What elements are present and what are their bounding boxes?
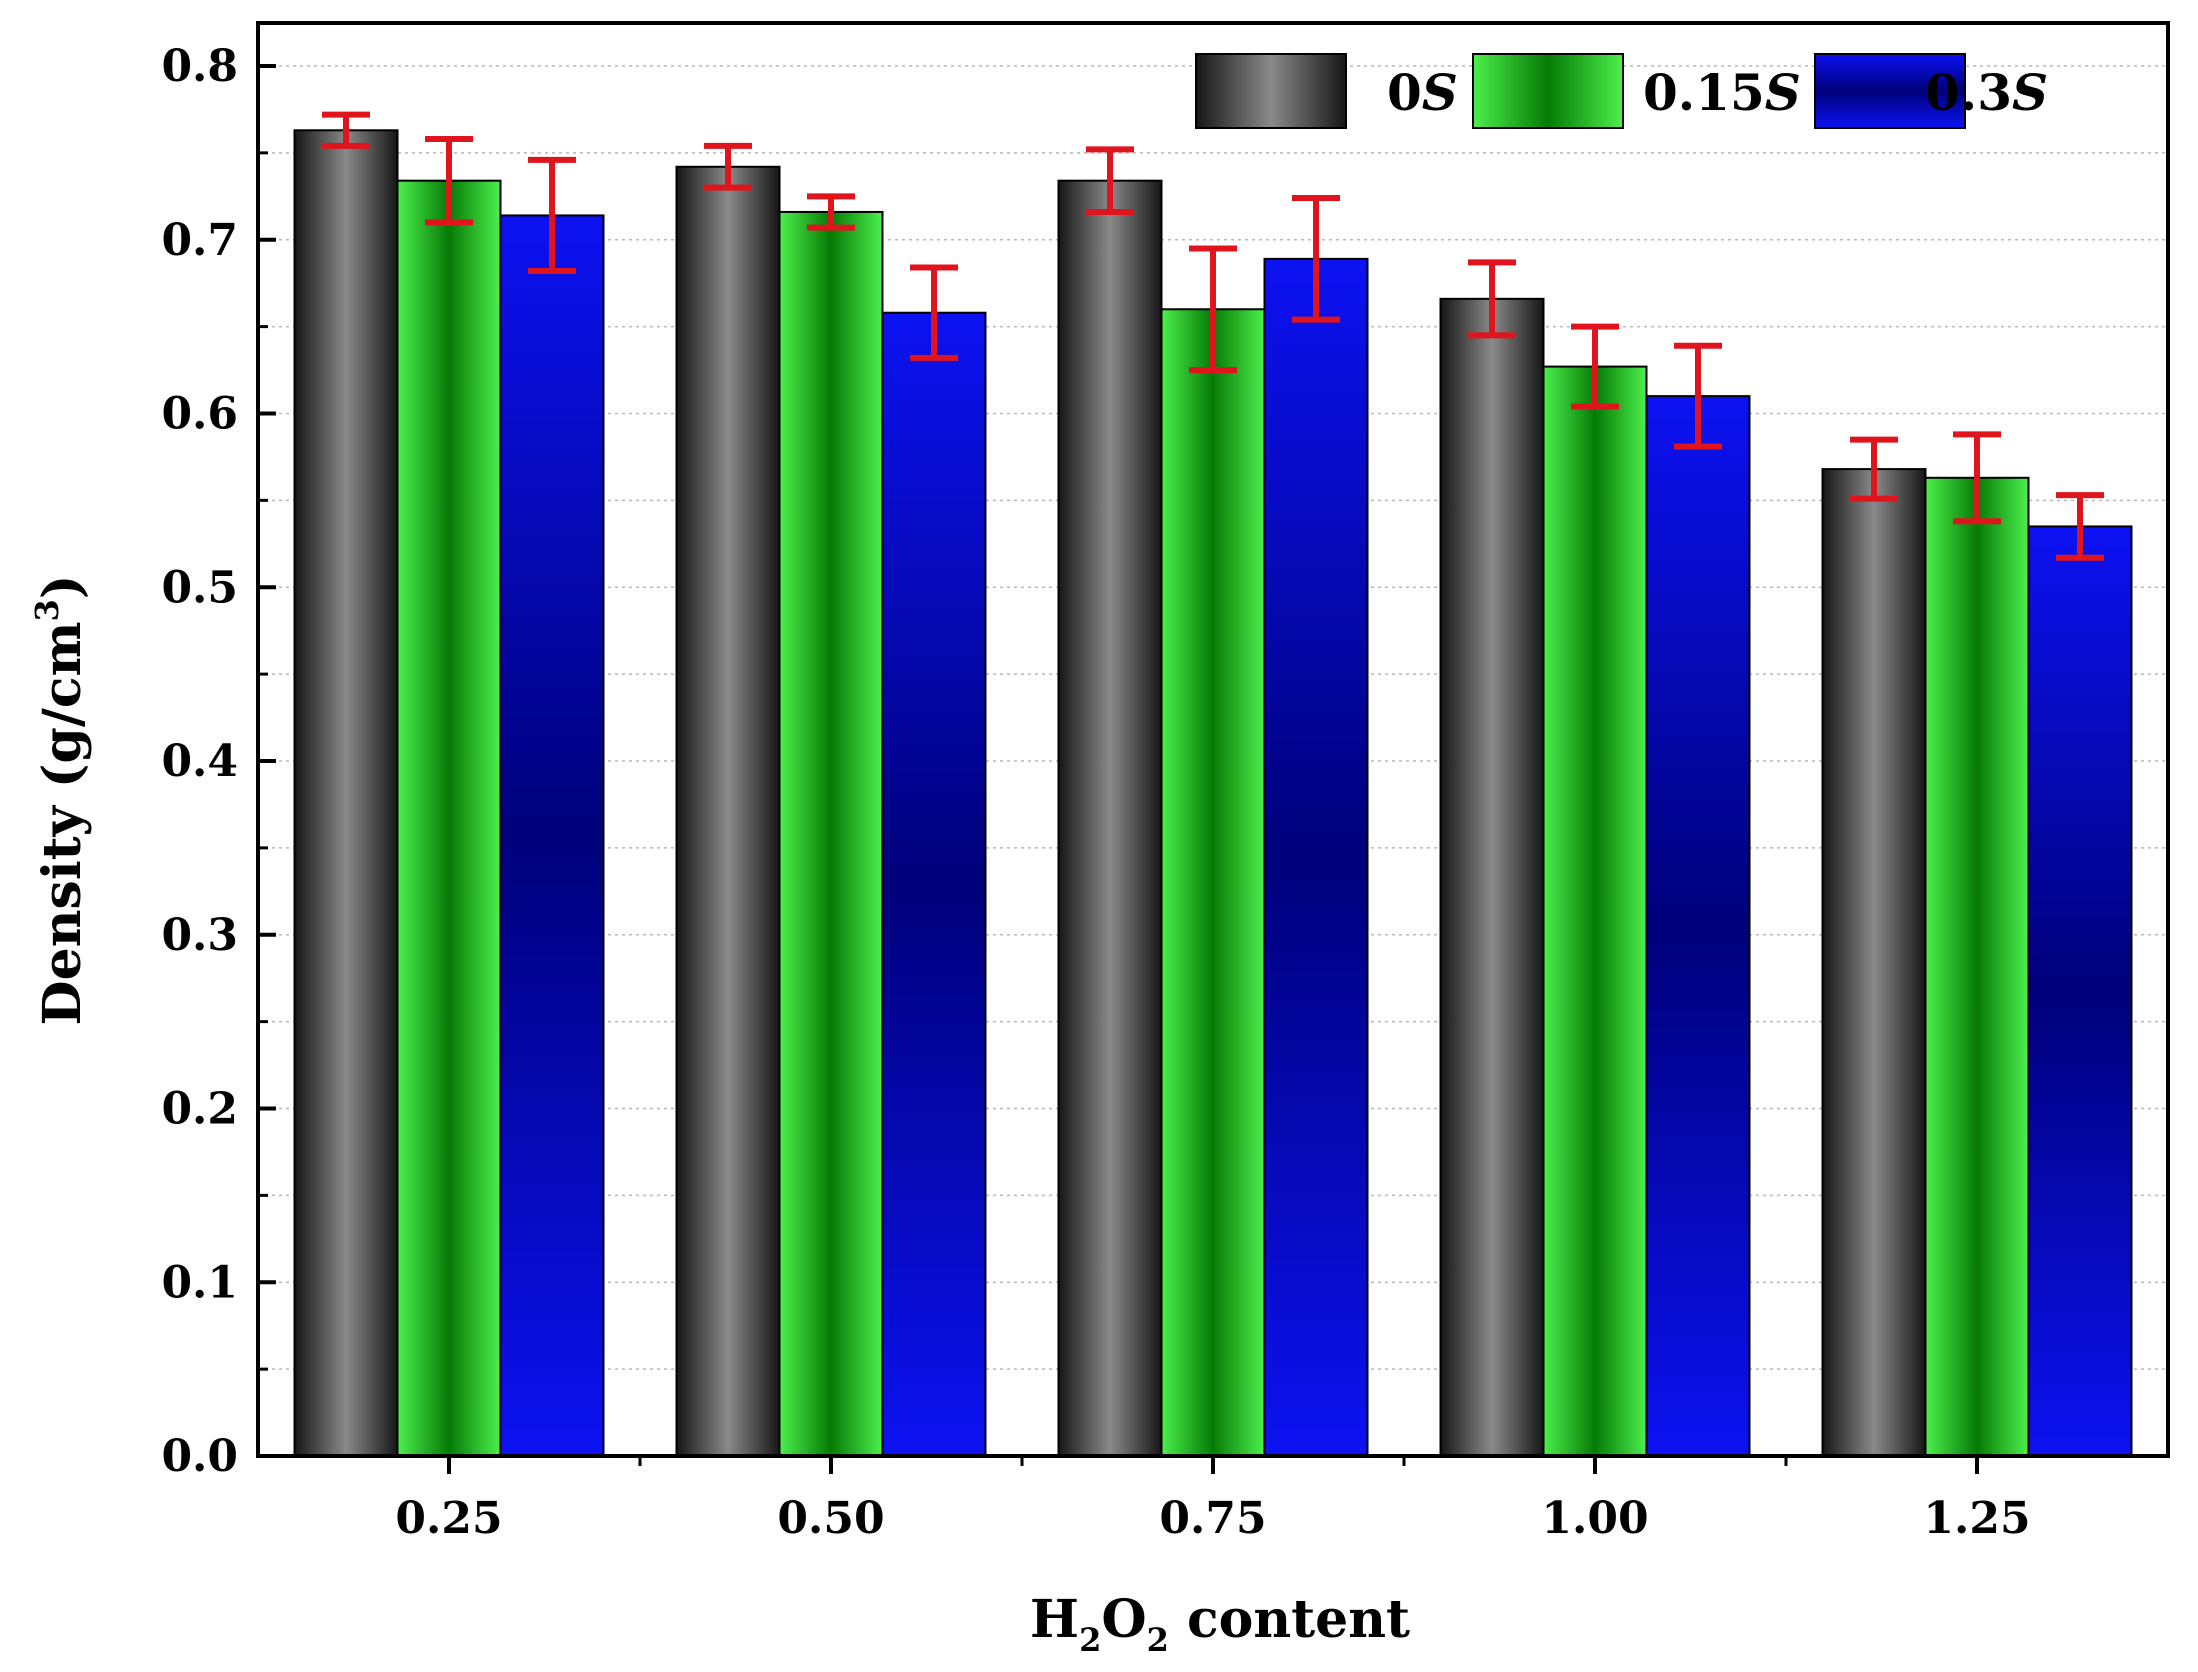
bar-0.3S-0.75 — [1263, 257, 1369, 1457]
legend-swatch-0.15S — [1472, 53, 1624, 129]
x-axis-title: H2O2 content — [1030, 1589, 1410, 1659]
bar-0S-1.00 — [1439, 297, 1545, 1458]
bar-0.15S-0.50 — [778, 210, 884, 1458]
y-axis-title: Density (g/cm3) — [28, 575, 93, 1026]
y-tick-label: 0.6 — [161, 389, 238, 440]
bar-0.15S-1.00 — [1542, 365, 1648, 1457]
x-tick-label: 1.00 — [1541, 1493, 1648, 1544]
x-tick-label: 0.75 — [1159, 1493, 1266, 1544]
legend-label-0.3S: 0.3S — [1925, 63, 2048, 122]
y-tick-label: 0.7 — [161, 215, 238, 266]
x-tick-label: 1.25 — [1923, 1493, 2030, 1544]
bar-0.15S-0.25 — [396, 179, 502, 1457]
bar-0S-0.25 — [293, 129, 399, 1458]
bar-0.15S-1.25 — [1924, 476, 2030, 1458]
y-tick-label: 0.0 — [161, 1431, 238, 1482]
y-tick-label: 0.5 — [161, 562, 238, 613]
x-tick-label: 0.25 — [395, 1493, 502, 1544]
y-tick-label: 0.3 — [161, 910, 238, 961]
y-tick-label: 0.2 — [161, 1084, 238, 1135]
bar-0.3S-1.25 — [2027, 525, 2133, 1457]
y-tick-label: 0.8 — [161, 41, 238, 92]
ticks: 0.0 0.1 0.2 0.3 0.4 0.5 0.6 0.7 0.8 0.25 0.50 0.75 1… — [161, 41, 2030, 1544]
bar-0S-1.25 — [1821, 468, 1927, 1458]
bar-0.3S-1.00 — [1645, 395, 1751, 1457]
bar-0S-0.50 — [675, 165, 781, 1457]
legend-swatch-0S — [1195, 53, 1347, 129]
bar-0.15S-0.75 — [1160, 308, 1266, 1457]
bar-0S-0.75 — [1057, 179, 1163, 1457]
x-tick-label: 0.50 — [777, 1493, 884, 1544]
legend-label-0.15S: 0.15S — [1643, 63, 1801, 122]
bar-0.3S-0.50 — [881, 311, 987, 1458]
y-tick-label: 0.1 — [161, 1257, 238, 1308]
error-bars — [322, 111, 2104, 561]
bar-0.3S-0.25 — [499, 214, 605, 1457]
legend: 0S 0.15S 0.3S — [1195, 53, 2048, 129]
y-tick-label: 0.4 — [161, 736, 238, 787]
bars — [293, 129, 2133, 1458]
legend-label-0S: 0S — [1387, 63, 1458, 122]
legend-swatch-0.3S — [1814, 53, 1966, 129]
